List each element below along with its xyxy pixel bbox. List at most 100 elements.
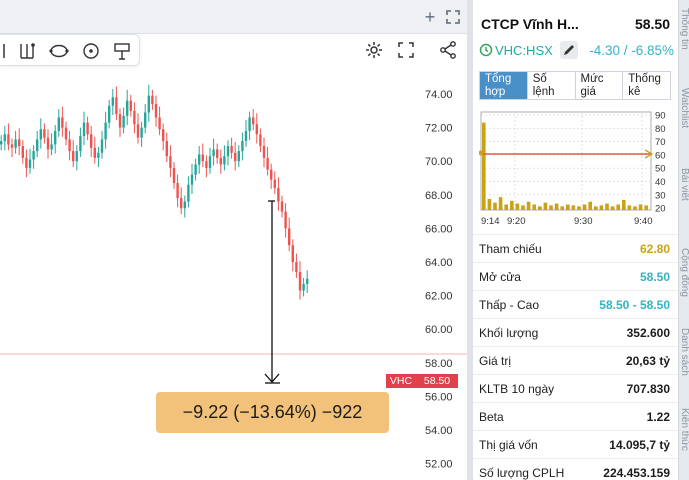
volume-bar — [482, 122, 486, 210]
share-icon[interactable] — [438, 40, 458, 60]
candle-body — [46, 137, 50, 150]
candle-body — [183, 201, 186, 209]
candle-body — [252, 117, 255, 125]
settings-icon[interactable] — [364, 40, 384, 60]
line-tool-icon[interactable] — [0, 41, 20, 61]
price-axis-label: 62.00 — [425, 291, 453, 303]
candle-body — [273, 179, 276, 189]
candle-body — [64, 127, 68, 140]
mini-x-tick: 9:30 — [574, 216, 593, 227]
candle-body — [86, 122, 89, 135]
mini-y-tick: 20 — [655, 204, 666, 215]
side-tab[interactable]: Cộng đồng — [679, 248, 689, 297]
candle-body — [219, 157, 222, 165]
mini-y-tick: 50 — [655, 164, 666, 175]
add-icon[interactable]: + — [424, 7, 436, 27]
side-tab[interactable]: Danh sách — [679, 328, 689, 376]
stat-row: Beta 1.22 — [473, 402, 678, 430]
chart-header-bar: + — [0, 0, 467, 34]
pane-divider[interactable] — [467, 0, 473, 480]
candle-body — [115, 97, 118, 115]
candle-body — [0, 141, 3, 145]
mini-y-tick: 70 — [655, 137, 666, 148]
fullscreen-icon[interactable] — [396, 40, 416, 60]
price-axis: 74.00 72.00 70.00 68.00 66.00 64.00 62.00 60.00… — [425, 89, 453, 471]
candle-body — [122, 115, 125, 128]
tab-statistics[interactable]: Thống kê — [628, 73, 661, 98]
side-tab[interactable]: Kiến thức — [679, 408, 689, 451]
candle-body — [14, 139, 17, 148]
candle-body — [266, 157, 269, 170]
stat-value: 62.80 — [639, 242, 670, 256]
mini-y-tick: 40 — [655, 177, 666, 188]
company-name: CTCP Vĩnh H... — [481, 16, 579, 32]
stat-label: Số lượng CPLH — [479, 466, 565, 480]
volume-bar — [644, 205, 648, 210]
candle-body — [295, 262, 298, 273]
mini-y-tick: 90 — [655, 111, 666, 122]
volume-bar — [549, 205, 553, 210]
mini-x-tick: 9:14 — [481, 216, 500, 227]
volume-bar — [560, 206, 564, 210]
volume-bar — [627, 205, 632, 210]
signpost-tool-icon[interactable] — [111, 41, 133, 61]
mini-y-tick: 30 — [655, 190, 666, 201]
stat-label: Giá trị — [479, 354, 512, 368]
stat-row: Mở cửa 58.50 — [473, 262, 678, 290]
tab-price-levels[interactable]: Mức giá — [576, 72, 624, 99]
target-tool-icon[interactable] — [80, 41, 102, 61]
candle-body — [129, 100, 132, 111]
candle-body — [306, 278, 309, 284]
stat-row: KLTB 10 ngày 707.830 — [473, 374, 678, 402]
price-tag-value: 58.50 — [416, 374, 458, 388]
candle-body — [111, 97, 114, 106]
arrow-right-icon — [644, 149, 654, 159]
candle-body — [151, 95, 154, 105]
candle-body — [230, 146, 233, 153]
candle-body — [25, 157, 28, 168]
side-tab[interactable]: Thông tin — [679, 8, 689, 50]
tab-summary[interactable]: Tổng hợp — [480, 72, 528, 99]
price-marker — [479, 150, 484, 156]
volume-bar — [605, 203, 609, 210]
ticker-row: VHC:HSX -4.30 / -6.85% — [479, 41, 674, 61]
edit-icon[interactable] — [560, 41, 578, 59]
candle-body — [259, 134, 262, 147]
candle-body — [97, 152, 100, 158]
fork-tool-icon[interactable] — [16, 41, 38, 61]
candle-body — [237, 151, 240, 162]
ticker-symbol[interactable]: VHC:HSX — [495, 43, 553, 58]
candle-body — [140, 127, 143, 138]
stat-label: Beta — [479, 410, 504, 424]
price-axis-label: 60.00 — [425, 324, 453, 336]
candle-body — [162, 129, 165, 142]
candle-body — [32, 151, 35, 160]
expand-icon[interactable] — [444, 8, 462, 26]
candle-body — [104, 122, 107, 140]
chart-pane[interactable]: + — [0, 0, 467, 480]
candle-body — [205, 161, 208, 168]
volume-bar — [504, 204, 508, 210]
candle-body — [133, 110, 136, 125]
candlestick-chart[interactable]: 74.00 72.00 70.00 68.00 66.00 64.00 62.00 60.00… — [0, 66, 467, 480]
candle-body — [79, 136, 82, 152]
candle-body — [57, 117, 60, 131]
volume-bar — [577, 206, 581, 210]
stat-label: Thị giá vốn — [479, 438, 538, 452]
stat-label: KLTB 10 ngày — [479, 382, 555, 396]
tab-orders[interactable]: Số lệnh — [528, 72, 576, 99]
candle-body — [244, 130, 248, 142]
info-tabs: Tổng hợp Số lệnh Mức giá Thống kê — [479, 71, 671, 100]
candle-body — [208, 156, 212, 168]
volume-bar — [566, 204, 570, 210]
price-axis-label: 70.00 — [425, 156, 453, 168]
price-change: -4.30 / -6.85% — [589, 43, 674, 58]
candle-body — [72, 151, 75, 162]
side-tab[interactable]: Watchlist — [679, 88, 689, 129]
candle-body — [75, 151, 78, 162]
side-tab[interactable]: Bài viết — [679, 168, 689, 201]
candle-body — [270, 169, 273, 180]
stat-row: Số lượng CPLH 224.453.159 — [473, 458, 678, 480]
last-price: 58.50 — [634, 16, 670, 32]
shape-tool-icon[interactable] — [48, 41, 70, 61]
